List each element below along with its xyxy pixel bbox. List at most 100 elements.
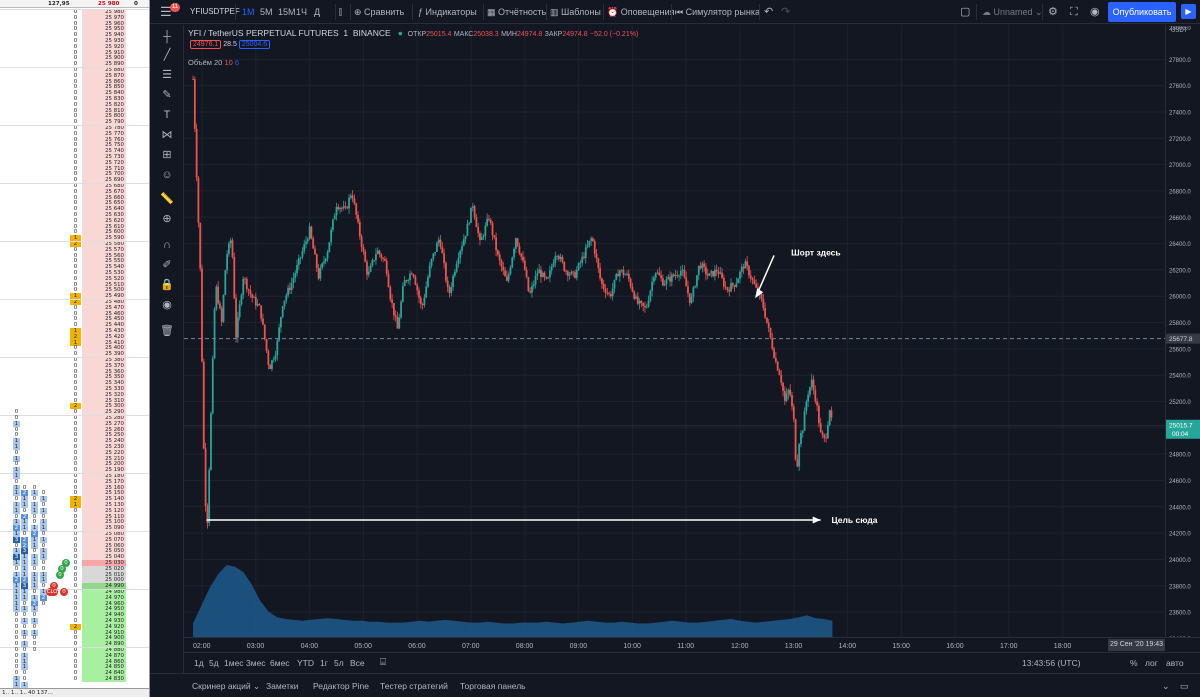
dom-price-cell[interactable]: 25 160 — [82, 484, 126, 491]
redo-icon[interactable]: ↷ — [781, 6, 791, 18]
auto-toggle[interactable]: авто — [1166, 658, 1184, 668]
dom-volume-cell[interactable]: 0 — [73, 107, 78, 114]
dom-volume-cell[interactable]: 0 — [73, 664, 78, 671]
dom-volume-cell[interactable]: 0 — [73, 426, 78, 433]
range-button[interactable]: 1г — [320, 658, 328, 668]
dom-price-cell[interactable]: 25 600 — [82, 229, 126, 236]
dom-volume-cell[interactable]: 0 — [73, 525, 78, 532]
dom-price-cell[interactable]: 25 860 — [82, 78, 126, 85]
dom-volume-cell[interactable]: 0 — [73, 670, 78, 677]
dom-price-cell[interactable]: 24 950 — [82, 606, 126, 613]
dom-volume-cell[interactable]: 0 — [73, 513, 78, 520]
dom-volume-cell[interactable]: 0 — [73, 484, 78, 491]
range-button[interactable]: YTD — [297, 658, 314, 668]
dom-price-cell[interactable]: 25 360 — [82, 368, 126, 375]
dom-price-cell[interactable]: 25 250 — [82, 432, 126, 439]
range-button[interactable]: 1мес — [224, 658, 244, 668]
range-button[interactable]: 1д — [194, 658, 204, 668]
dom-volume-cell[interactable]: 0 — [73, 310, 78, 317]
dom-price-cell[interactable]: 25 460 — [82, 310, 126, 317]
dom-volume-cell[interactable]: 0 — [73, 409, 78, 416]
dom-price-cell[interactable]: 25 490 — [82, 293, 126, 300]
chart-svg[interactable]: Цель сюда Шорт здесь — [184, 25, 1165, 639]
dom-volume-cell[interactable]: 0 — [73, 362, 78, 369]
dom-price-cell[interactable]: 25 380 — [82, 357, 126, 363]
dom-volume-cell[interactable]: 0 — [73, 229, 78, 236]
dom-volume-cell[interactable]: 0 — [73, 676, 78, 682]
dom-volume-cell[interactable]: 0 — [73, 606, 78, 613]
alerts-button[interactable]: ⏰ Оповещения — [607, 7, 675, 17]
dom-volume-cell[interactable]: 0 — [73, 473, 78, 479]
dom-price-cell[interactable]: 25 000 — [82, 577, 126, 584]
dom-order-bubble[interactable]: 0 — [56, 570, 64, 579]
dom-volume-cell[interactable]: 0 — [73, 577, 78, 584]
dom-volume-cell[interactable]: 0 — [73, 9, 78, 15]
time-axis[interactable]: 02:00 03:00 04:00 05:00 06:00 07:00 08:00 09:00… — [184, 637, 1200, 652]
dom-price-cell[interactable]: 25 420 — [82, 333, 126, 340]
fullscreen-icon[interactable]: ⛶ — [1070, 6, 1078, 18]
indicators-button[interactable]: ƒ Индикаторы — [418, 7, 477, 17]
dom-price-cell[interactable]: 25 300 — [82, 403, 126, 410]
dom-price-cell[interactable]: 25 170 — [82, 478, 126, 485]
dom-price-cell[interactable]: 25 680 — [82, 183, 126, 189]
crosshair-icon[interactable]: ┼ — [163, 31, 171, 43]
dom-price-cell[interactable]: 25 840 — [82, 90, 126, 97]
dom-price-cell[interactable]: 24 990 — [82, 583, 126, 590]
dom-price-cell[interactable]: 24 870 — [82, 652, 126, 659]
dom-price-cell[interactable]: 24 830 — [82, 676, 126, 682]
dom-price-cell[interactable]: 25 690 — [82, 177, 126, 184]
fib-icon[interactable]: ☰ — [162, 69, 172, 81]
dom-price-cell[interactable]: 24 850 — [82, 664, 126, 671]
dom-volume-cell[interactable]: 0 — [73, 252, 78, 259]
dom-price-cell[interactable]: 25 650 — [82, 200, 126, 207]
price-axis[interactable]: 23400.023600.023800.024000.024200.024400… — [1165, 25, 1200, 643]
dom-price-cell[interactable]: 25 740 — [82, 148, 126, 155]
interval-button[interactable]: 15М — [278, 7, 296, 17]
dom-volume-cell[interactable]: 0 — [73, 386, 78, 392]
dom-volume-cell[interactable]: 0 — [73, 258, 78, 265]
dom-volume-cell[interactable]: 0 — [73, 72, 78, 79]
interval-button[interactable]: 1Ч — [296, 7, 308, 17]
dom-volume-cell[interactable]: 0 — [73, 96, 78, 102]
dom-price-cell[interactable]: 25 110 — [82, 513, 126, 520]
dom-volume-cell[interactable]: 0 — [73, 542, 78, 549]
dom-volume-cell[interactable]: 0 — [73, 61, 78, 68]
dom-price-cell[interactable]: 25 240 — [82, 438, 126, 445]
dom-volume-cell[interactable]: 0 — [73, 316, 78, 323]
dom-price-cell[interactable]: 25 780 — [82, 125, 126, 131]
dom-price-cell[interactable]: 25 800 — [82, 113, 126, 120]
dom-volume-cell[interactable]: 0 — [73, 281, 78, 288]
dom-volume-cell[interactable]: 0 — [73, 391, 78, 398]
dom-price-cell[interactable]: 25 900 — [82, 55, 126, 62]
range-button[interactable]: 3мес — [246, 658, 266, 668]
dom-volume-cell[interactable]: 0 — [73, 159, 78, 166]
percent-toggle[interactable]: % — [1130, 658, 1138, 668]
dom-price-cell[interactable]: 25 140 — [82, 496, 126, 503]
dom-price-cell[interactable]: 25 370 — [82, 362, 126, 369]
dom-volume-cell[interactable]: 2 — [70, 333, 81, 340]
dom-volume-cell[interactable]: 0 — [73, 67, 78, 73]
dom-volume-cell[interactable]: 2 — [70, 623, 81, 630]
dom-volume-cell[interactable]: 0 — [73, 212, 78, 218]
dom-volume-cell[interactable]: 0 — [73, 84, 78, 91]
dom-volume-cell[interactable]: 0 — [73, 55, 78, 62]
interval-button[interactable]: 1М — [242, 7, 255, 17]
dom-volume-cell[interactable]: 0 — [73, 600, 78, 607]
dom-volume-cell[interactable]: 1 — [70, 339, 81, 346]
dom-volume-cell[interactable]: 0 — [73, 461, 78, 468]
log-toggle[interactable]: лог — [1145, 658, 1158, 668]
chart-pane[interactable]: Цель сюда Шорт здесь YFI / TetherUS PERPE… — [184, 25, 1165, 639]
templates-button[interactable]: ▥ Шаблоны — [550, 7, 601, 17]
dom-price-cell[interactable]: 25 070 — [82, 536, 126, 543]
dom-volume-cell[interactable]: 0 — [73, 345, 78, 352]
dom-volume-cell[interactable]: 0 — [73, 629, 78, 636]
dom-volume-cell[interactable]: 0 — [73, 444, 78, 450]
dom-price-cell[interactable]: 25 440 — [82, 322, 126, 329]
dom-price-cell[interactable]: 25 750 — [82, 142, 126, 149]
dom-price-cell[interactable]: 25 390 — [82, 351, 126, 358]
panel-tab[interactable]: Редактор Pine — [313, 681, 369, 691]
dom-price-cell[interactable]: 25 550 — [82, 258, 126, 265]
dom-volume-cell[interactable]: 0 — [73, 374, 78, 381]
dom-volume-cell[interactable]: 0 — [73, 554, 78, 561]
dom-ladder[interactable]: 127,95 25 980 0 25 980 0 25 970 0 25 960 0 25 … — [0, 0, 150, 697]
